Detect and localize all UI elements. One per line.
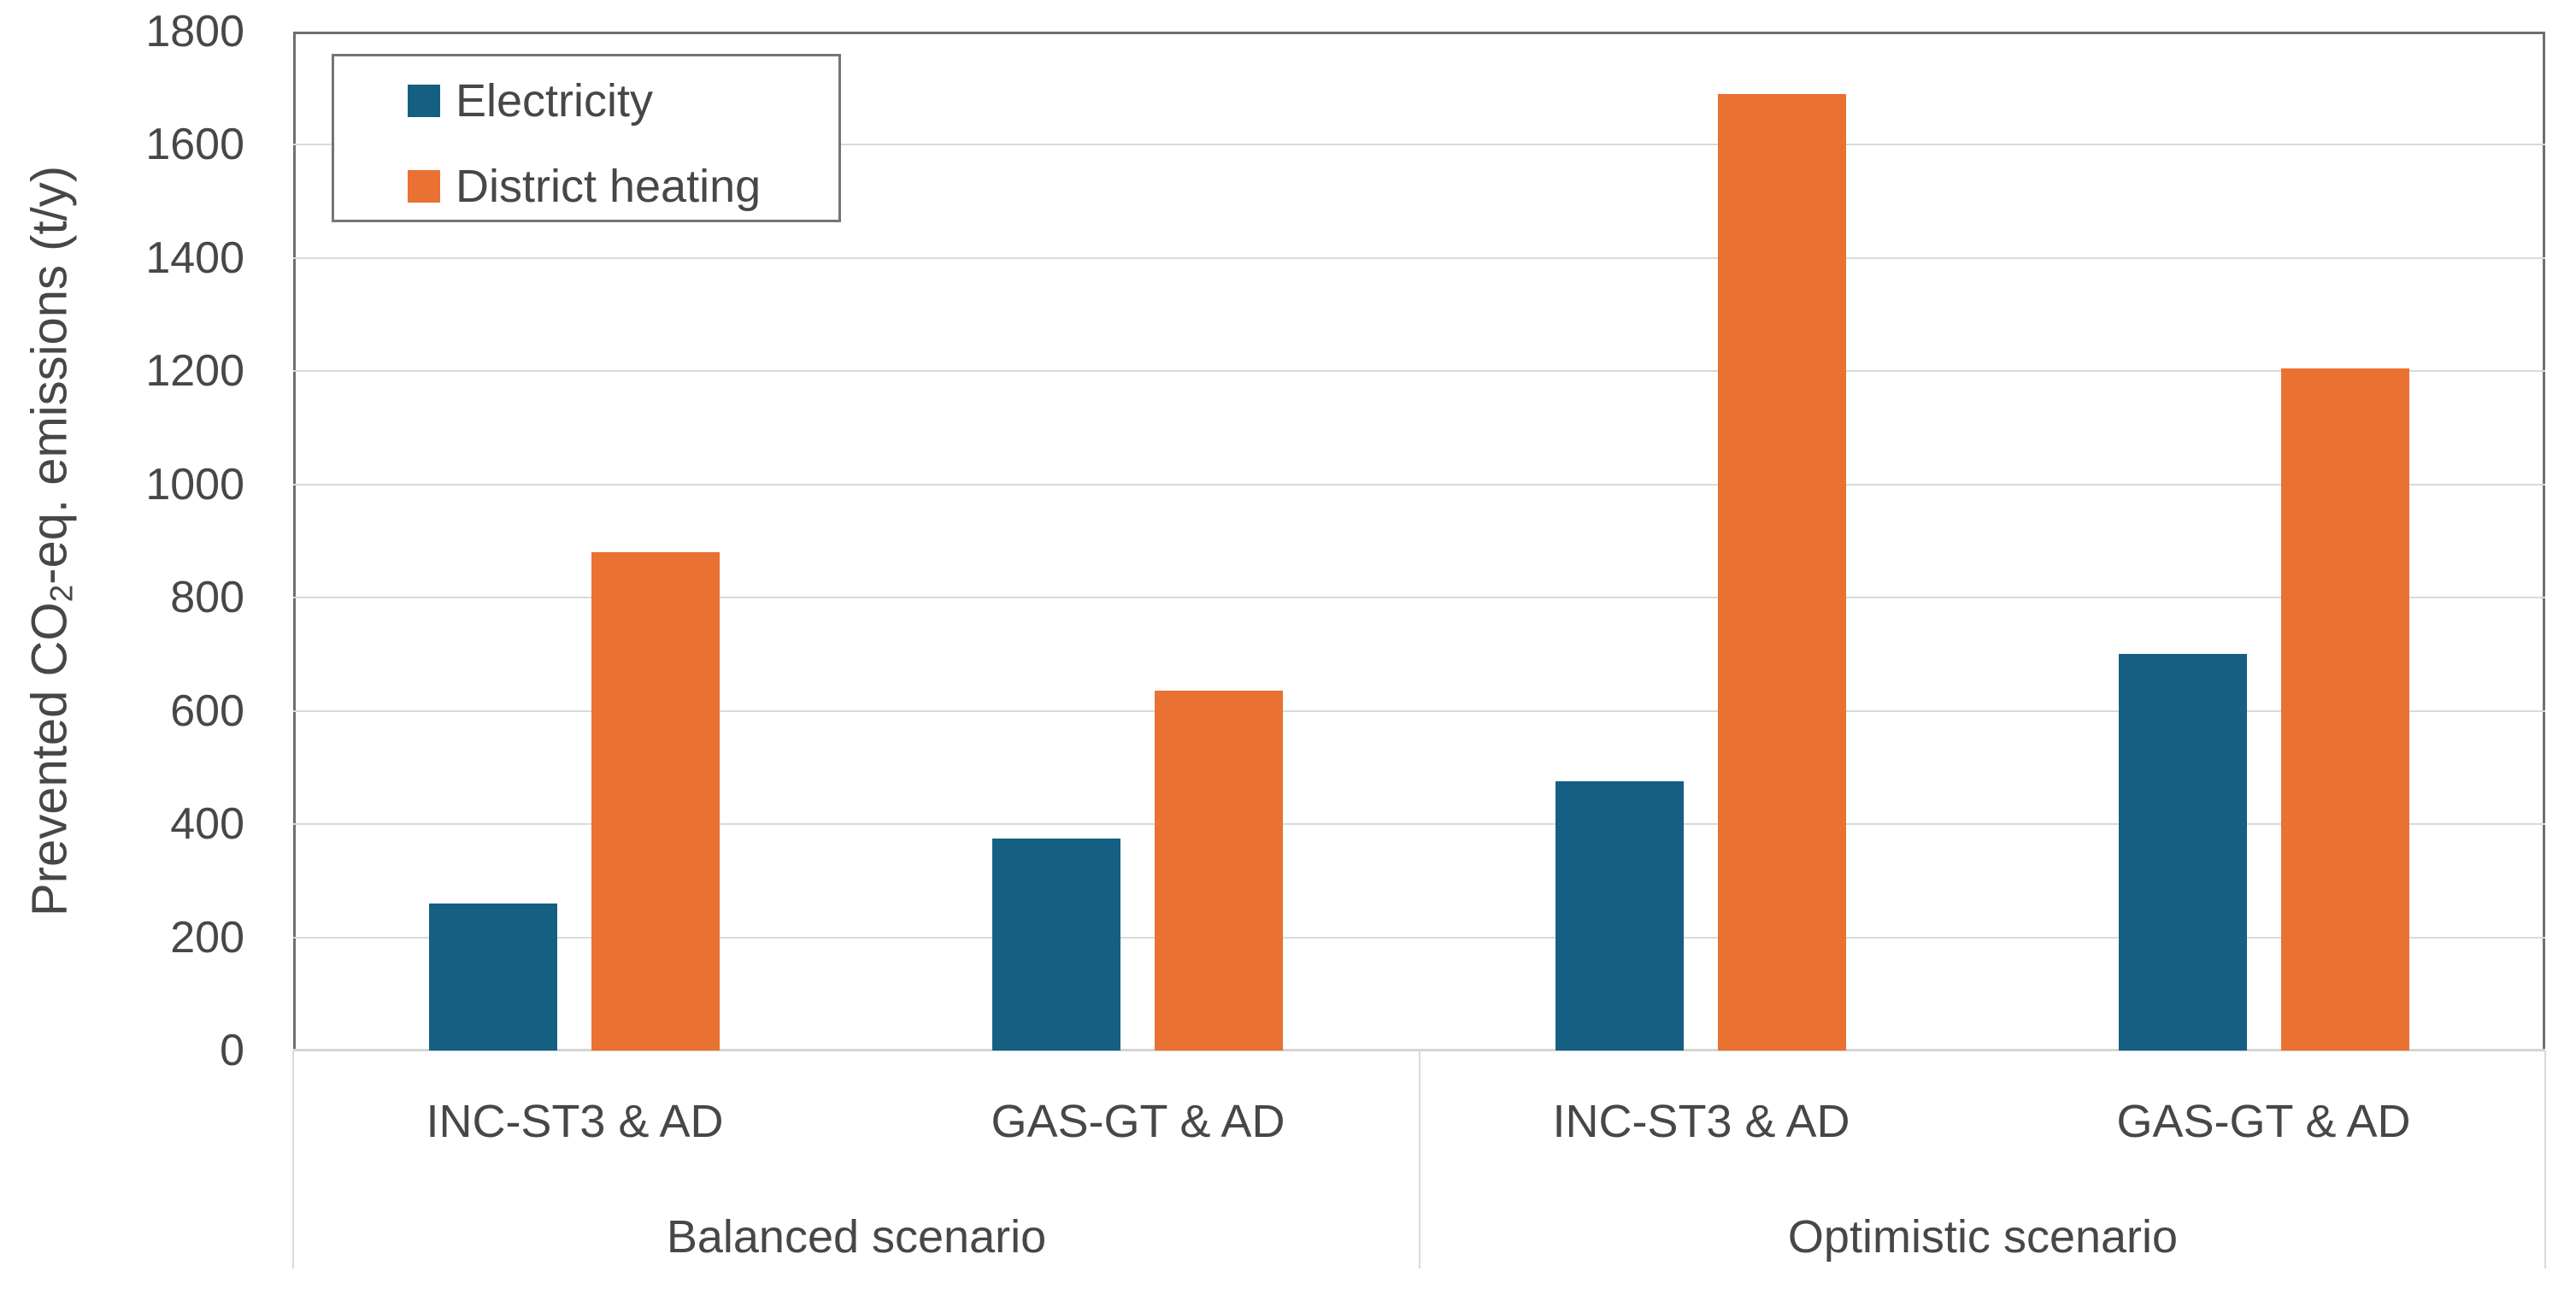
category-label-1: GAS-GT & AD [991, 1096, 1285, 1147]
x-axis-line [293, 1049, 2545, 1051]
gridline-200 [293, 936, 2545, 939]
category-label-0: INC-ST3 & AD [426, 1096, 724, 1147]
bar-district-heating-0 [591, 552, 720, 1051]
bar-district-heating-1 [1155, 691, 1283, 1051]
y-tick-label-1200: 1200 [145, 346, 244, 397]
bar-electricity-3 [2119, 654, 2247, 1051]
y-tick-label-1400: 1400 [145, 233, 244, 283]
y-tick-label-400: 400 [170, 799, 244, 850]
legend-swatch-district-heating [408, 170, 440, 203]
bar-district-heating-3 [2281, 368, 2409, 1051]
bar-electricity-0 [429, 904, 557, 1051]
category-label-2: INC-ST3 & AD [1552, 1096, 1850, 1147]
group-separator-1 [1419, 1051, 1420, 1269]
plot-area [293, 32, 2545, 1051]
category-label-3: GAS-GT & AD [2116, 1096, 2411, 1147]
group-separator-0 [292, 1051, 294, 1269]
legend-label-district-heating: District heating [456, 161, 762, 212]
gridline-400 [293, 823, 2545, 826]
y-tick-label-1600: 1600 [145, 120, 244, 170]
bar-electricity-2 [1556, 781, 1684, 1051]
legend-item-electricity: Electricity [408, 78, 653, 124]
gridline-1200 [293, 370, 2545, 373]
y-tick-label-800: 800 [170, 573, 244, 623]
group-separator-2 [2544, 1051, 2546, 1269]
legend-swatch-electricity [408, 85, 440, 117]
gridline-600 [293, 709, 2545, 712]
y-tick-label-600: 600 [170, 686, 244, 736]
gridline-1000 [293, 483, 2545, 486]
y-tick-label-1000: 1000 [145, 459, 244, 509]
y-axis-title-pre: Prevented CO [21, 602, 78, 917]
y-tick-label-200: 200 [170, 912, 244, 962]
legend-item-district-heating: District heating [408, 163, 761, 209]
y-tick-label-1800: 1800 [145, 7, 244, 56]
gridline-800 [293, 597, 2545, 599]
legend: Electricity District heating [332, 54, 841, 222]
group-label-0: Balanced scenario [666, 1211, 1047, 1263]
y-tick-label-0: 0 [220, 1026, 244, 1075]
gridline-1400 [293, 256, 2545, 259]
bar-electricity-1 [992, 839, 1120, 1051]
legend-label-electricity: Electricity [456, 75, 654, 127]
bar-district-heating-2 [1718, 94, 1846, 1051]
group-label-1: Optimistic scenario [1787, 1211, 2179, 1263]
gridline-1600 [293, 144, 2545, 146]
